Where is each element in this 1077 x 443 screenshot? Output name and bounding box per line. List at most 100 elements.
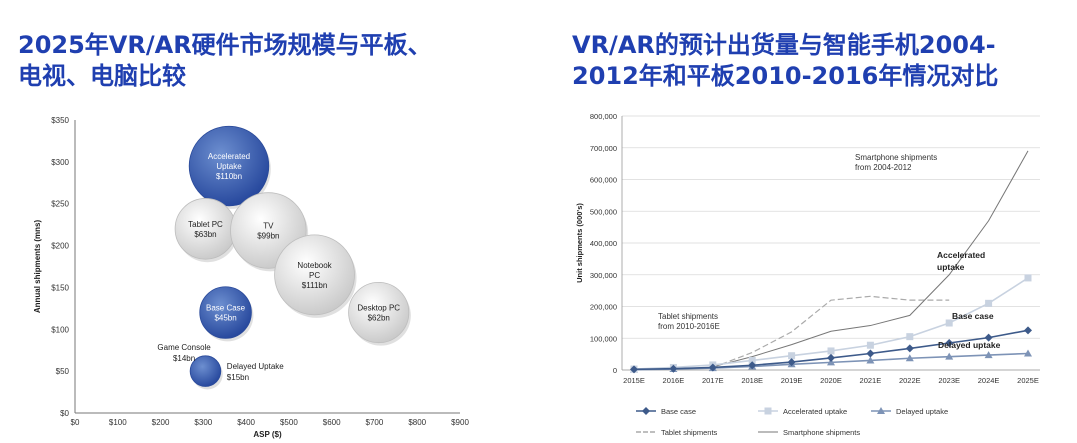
legend-item: Base case: [636, 407, 696, 416]
annotation: Smartphone shipments from 2004-2012: [855, 153, 937, 172]
data-point: [827, 353, 835, 362]
data-point: [945, 352, 954, 360]
x-tick-label: $900: [451, 418, 469, 427]
x-tick-label: $100: [109, 418, 127, 427]
y-tick-label: $300: [51, 158, 69, 167]
x-tick-label: 2025E: [1017, 376, 1039, 385]
bubble-label: Delayed Uptake $15bn: [227, 362, 284, 382]
y-tick-label: 800,000: [590, 112, 617, 121]
y-axis-title: Annual shipments (mns): [33, 219, 42, 313]
annotation: Base case: [952, 311, 994, 321]
bubble-label: Base Case $45bn: [206, 304, 246, 323]
right-chart-title: VR/AR的预计出货量与智能手机2004- 2012年和平板2010-2016年…: [572, 31, 999, 90]
x-tick-label: $800: [408, 418, 426, 427]
bubble-label: Notebook PC $111bn: [297, 261, 332, 290]
data-point: [642, 407, 650, 415]
data-point: [906, 333, 914, 341]
annotation: Tablet shipments from 2010-2016E: [658, 312, 720, 331]
y-tick-label: 100,000: [590, 334, 617, 343]
y-tick-label: $350: [51, 116, 69, 125]
y-tick-label: $200: [51, 242, 69, 251]
data-point: [945, 319, 953, 327]
x-axis-title: ASP ($): [253, 430, 282, 439]
y-tick-label: 500,000: [590, 207, 617, 216]
legend-item: Accelerated uptake: [758, 407, 847, 416]
data-point: [669, 364, 678, 373]
y-tick-label: 0: [613, 366, 617, 375]
data-point: [630, 365, 638, 374]
data-point: [866, 341, 874, 349]
data-point: [764, 407, 772, 415]
y-tick-label: $100: [51, 325, 69, 334]
data-point: [787, 358, 796, 367]
y-tick-label: 200,000: [590, 303, 617, 312]
line-chart: 0 100,000 200,000 300,000 400,000 500,000 600,…: [575, 112, 1040, 437]
series-line: [712, 295, 950, 369]
y-axis-title: Unit shipments (000's): [575, 203, 584, 283]
bubble: [199, 286, 252, 339]
x-tick-label: 2017E: [702, 376, 724, 385]
bubble: [274, 234, 355, 316]
bubble: [188, 125, 270, 207]
y-tick-label: $150: [51, 283, 69, 292]
bubble: [348, 282, 410, 344]
x-tick-label: $200: [152, 418, 170, 427]
x-tick-label: $400: [237, 418, 255, 427]
y-tick-label: 600,000: [590, 176, 617, 185]
x-tick-label: $300: [194, 418, 212, 427]
bubble-chart: $0 $50 $100 $150 $200 $250 $300 $350 $0 $100 $200 $…: [33, 116, 469, 439]
data-point: [827, 347, 835, 355]
legend-label: Smartphone shipments: [783, 428, 860, 437]
x-tick-label: 2020E: [820, 376, 842, 385]
data-point: [788, 352, 796, 360]
data-point: [866, 349, 875, 358]
data-point: [866, 356, 875, 364]
data-point: [945, 339, 954, 348]
x-tick-label: 2023E: [938, 376, 960, 385]
y-tick-label: $0: [60, 409, 69, 418]
data-point: [748, 356, 756, 364]
x-tick-label: $700: [366, 418, 384, 427]
y-tick-label: 700,000: [590, 144, 617, 153]
series-tablet-shipments: [712, 295, 950, 369]
x-tick-label: 2019E: [781, 376, 803, 385]
data-point: [984, 333, 993, 342]
y-tick-label: 300,000: [590, 271, 617, 280]
legend-label: Tablet shipments: [661, 428, 718, 437]
bubble-label: TV $99bn: [257, 222, 279, 241]
x-tick-label: $0: [71, 418, 80, 427]
x-tick-label: $600: [323, 418, 341, 427]
x-tick-label: 2016E: [663, 376, 685, 385]
x-tick-label: 2021E: [860, 376, 882, 385]
bubble-label: Game Console $14bn: [157, 343, 211, 363]
x-tick-label: 2024E: [978, 376, 1000, 385]
data-point: [905, 344, 914, 353]
bubble-label: Tablet PC $63bn: [188, 220, 223, 239]
bubble-label: Accelerated Uptake $110bn: [208, 152, 250, 181]
data-point: [985, 299, 993, 307]
data-point: [905, 354, 914, 362]
y-tick-label: 400,000: [590, 239, 617, 248]
x-tick-label: 2015E: [623, 376, 645, 385]
y-tick-label: $250: [51, 200, 69, 209]
x-tick-label: $500: [280, 418, 298, 427]
y-tick-label: $50: [56, 367, 70, 376]
data-point: [877, 407, 885, 414]
legend-item: Delayed uptake: [871, 407, 948, 416]
series-smartphone-shipments: [712, 150, 1029, 368]
legend-item: Tablet shipments: [636, 428, 718, 437]
data-point: [984, 351, 993, 359]
data-point: [1024, 326, 1032, 335]
legend-label: Delayed uptake: [896, 407, 948, 416]
series-line: [712, 150, 1029, 368]
bubble: [189, 355, 222, 387]
annotation: Delayed uptake: [938, 340, 1001, 350]
series-base-case: [630, 326, 1032, 374]
annotation: Accelerated uptake: [937, 250, 985, 272]
left-chart-title: 2025年VR/AR硬件市场规模与平板、 电视、电脑比较: [18, 31, 432, 90]
data-point: [748, 361, 757, 370]
data-point: [1024, 349, 1032, 357]
legend-label: Accelerated uptake: [783, 407, 847, 416]
legend-label: Base case: [661, 407, 696, 416]
data-point: [1024, 274, 1032, 282]
